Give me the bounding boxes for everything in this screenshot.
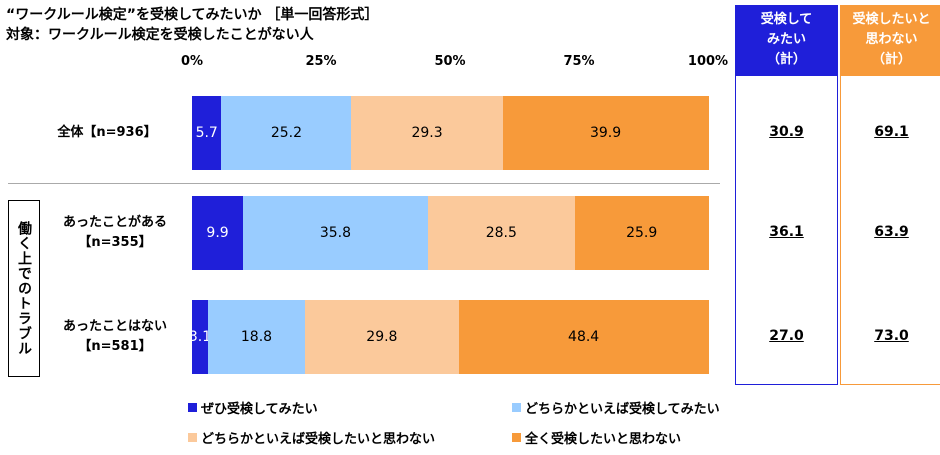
data-label: 3.1	[188, 329, 212, 345]
summary-column: 受検したいと 思わない （計） 69.1 63.9 73.0	[840, 5, 940, 385]
x-tick-label: 50%	[434, 54, 466, 69]
category-name: あったことがある	[62, 215, 167, 230]
summary-header-line: 受検したいと	[852, 12, 931, 27]
summary-header: 受検してみたい （計）	[736, 6, 837, 76]
bar-segment: 48.4	[458, 300, 709, 374]
summary-value: 27.0	[769, 328, 804, 344]
summary-value: 69.1	[874, 124, 909, 140]
summary-header-line: 受検して	[760, 12, 813, 27]
divider	[8, 183, 720, 184]
summary-header-line: 思わない	[865, 32, 918, 47]
category-n: 【n=581】	[78, 339, 152, 354]
data-label: 39.9	[589, 125, 622, 141]
chart-subtitle: 対象：ワークルール検定を受検したことがない人	[6, 27, 314, 43]
category-label: あったことはない 【n=581】	[40, 317, 190, 357]
summary-header: 受検したいと 思わない （計）	[841, 6, 940, 76]
data-label: 28.5	[485, 225, 517, 241]
legend-swatch	[188, 433, 197, 442]
data-label: 5.7	[195, 125, 218, 141]
data-label: 9.9	[206, 225, 229, 241]
bar-segment: 18.8	[207, 300, 305, 374]
bar-segment: 35.8	[243, 196, 428, 270]
category-n: 【n=936】	[83, 125, 157, 140]
legend-item: どちらかといえば受検したいと思わない	[188, 428, 435, 447]
x-tick-label: 25%	[305, 54, 337, 69]
legend-swatch	[188, 403, 197, 412]
summary-header-line: （計）	[871, 52, 911, 67]
x-tick-label: 75%	[563, 54, 595, 69]
category-name: あったことはない	[62, 319, 167, 334]
summary-header-line: （計）	[766, 52, 806, 67]
data-label: 25.2	[270, 125, 302, 141]
summary-column: 受検してみたい （計） 30.9 36.1 27.0	[735, 5, 838, 385]
bar-segment: 25.9	[574, 196, 709, 270]
data-label: 48.4	[568, 329, 600, 345]
data-label: 29.3	[411, 125, 443, 141]
data-label: 29.8	[366, 329, 398, 345]
category-name: 全体	[57, 125, 84, 140]
summary-value: 30.9	[769, 124, 804, 140]
summary-value: 73.0	[874, 328, 909, 344]
summary-value: 36.1	[769, 224, 804, 240]
chart-title: “ワークルール検定”を受検してみたいか ［単一回答形式］	[6, 7, 379, 23]
legend-label: どちらかといえば受検したいと思わない	[201, 432, 436, 447]
legend-item: 全く受検したいと思わない	[512, 428, 681, 447]
data-label: 25.9	[626, 225, 658, 241]
legend-item: ぜひ受検してみたい	[188, 398, 318, 417]
bar-segment: 5.7	[192, 96, 222, 170]
bar-segment: 3.1	[188, 300, 212, 374]
bar-segment: 25.2	[221, 96, 352, 170]
category-n: 【n=355】	[78, 235, 152, 250]
x-tick-label: 0%	[180, 54, 204, 69]
bar-segment: 28.5	[427, 196, 575, 270]
bar-segment: 39.9	[502, 96, 709, 170]
bar-segment: 29.3	[351, 96, 503, 170]
group-label: 働く上でのトラブル	[8, 200, 40, 377]
legend-label: ぜひ受検してみたい	[201, 402, 318, 417]
category-label: あったことがある 【n=355】	[40, 213, 190, 253]
summary-header-line: みたい	[766, 32, 806, 47]
legend-label: 全く受検したいと思わない	[525, 432, 682, 447]
bar-segment: 9.9	[192, 196, 244, 270]
data-label: 18.8	[240, 329, 273, 345]
legend-item: どちらかといえば受検してみたい	[512, 398, 720, 417]
legend-swatch	[512, 433, 521, 442]
summary-value: 63.9	[874, 224, 909, 240]
x-tick-label: 100%	[687, 54, 729, 69]
data-label: 35.8	[319, 225, 352, 241]
legend-label: どちらかといえば受検してみたい	[525, 402, 720, 417]
bar-segment: 29.8	[305, 300, 459, 374]
legend-swatch	[512, 403, 521, 412]
category-label: 全体【n=936】	[32, 123, 182, 143]
